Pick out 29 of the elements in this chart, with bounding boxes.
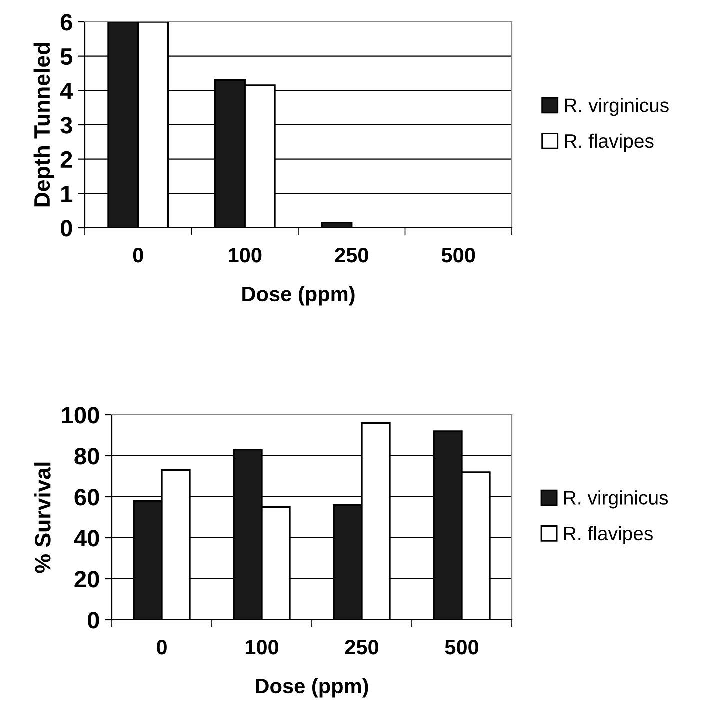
legend-label: R. virginicus xyxy=(564,490,668,509)
legend-label: R. flavipes xyxy=(564,526,653,544)
y-tick-label: 3 xyxy=(60,117,72,134)
legend-label: R. flavipes xyxy=(565,134,654,152)
y-tick-label: 5 xyxy=(60,48,73,66)
y-tick-label: 20 xyxy=(74,571,100,588)
legend-label: R. virginicus xyxy=(565,98,669,116)
y-tick-label: 0 xyxy=(88,612,100,629)
y-tick-label: 2 xyxy=(60,151,72,168)
x-tick-label: 100 xyxy=(229,248,262,263)
y-tick-label: 40 xyxy=(74,530,100,547)
y-tick-label: 1 xyxy=(62,186,73,202)
x-tick-label: 250 xyxy=(335,248,368,263)
y-tick-label: 60 xyxy=(74,489,100,506)
x-tick-label: 0 xyxy=(133,248,144,263)
y-tick-label: 4 xyxy=(60,82,74,100)
y-tick-label: 80 xyxy=(74,448,100,465)
y-tick-label: 6 xyxy=(60,14,72,31)
x-axis-title: Dose (ppm) xyxy=(242,286,355,306)
y-tick-label: 100 xyxy=(62,407,100,424)
x-tick-label: 500 xyxy=(445,640,479,655)
x-tick-label: 0 xyxy=(157,640,167,655)
x-tick-label: 500 xyxy=(442,248,476,263)
y-axis-title: Depth Tunneled xyxy=(34,43,55,207)
x-axis-title: Dose (ppm) xyxy=(256,678,368,698)
x-tick-label: 100 xyxy=(246,640,279,655)
y-tick-label: 0 xyxy=(61,220,72,237)
y-axis-title: % Survival xyxy=(34,462,51,574)
x-tick-label: 250 xyxy=(345,640,379,655)
